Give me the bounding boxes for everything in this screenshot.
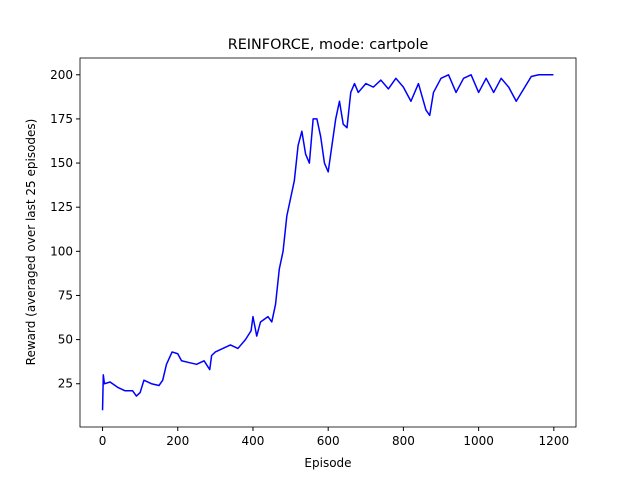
axes-frame xyxy=(79,57,577,428)
x-tick-label: 200 xyxy=(166,434,189,448)
x-axis-label: Episode xyxy=(304,456,351,470)
y-tick-label: 200 xyxy=(50,68,73,82)
chart-title: REINFORCE, mode: cartpole xyxy=(228,37,429,53)
line xyxy=(101,74,554,411)
x-tick-label: 400 xyxy=(242,434,265,448)
y-axis-label: Reward (averaged over last 25 episodes) xyxy=(24,119,38,366)
y-tick-label: 100 xyxy=(50,244,73,258)
y-tick-label: 50 xyxy=(58,333,73,347)
y-tick-label: 25 xyxy=(58,377,73,391)
y-tick-label: 175 xyxy=(50,112,73,126)
y-tick-label: 75 xyxy=(58,288,73,302)
x-tick-label: 1000 xyxy=(463,434,494,448)
x-tick-label: 800 xyxy=(392,434,415,448)
x-tick-label: 600 xyxy=(317,434,340,448)
x-tick-label: 0 xyxy=(99,434,107,448)
y-tick-label: 125 xyxy=(50,200,73,214)
x-tick-label: 1200 xyxy=(539,434,570,448)
y-tick-label: 150 xyxy=(50,156,73,170)
